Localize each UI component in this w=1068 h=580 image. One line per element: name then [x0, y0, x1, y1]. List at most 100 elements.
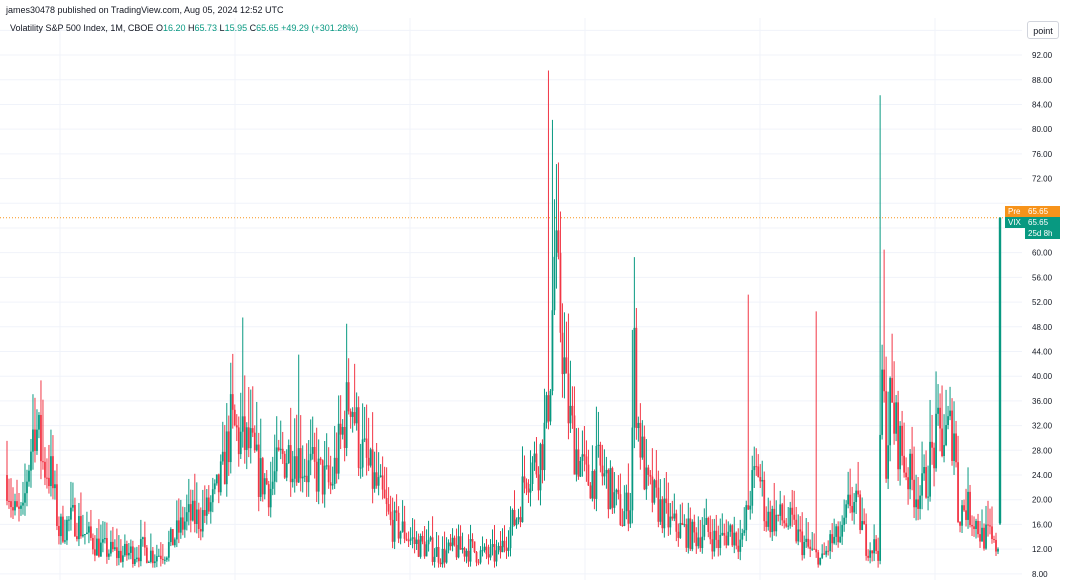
candle-body — [715, 530, 718, 540]
candle-body — [173, 539, 176, 546]
candle — [973, 516, 975, 537]
candle — [721, 513, 724, 536]
candle — [521, 446, 524, 523]
candle — [995, 532, 997, 556]
candle — [139, 519, 142, 567]
candle-body — [82, 534, 84, 537]
candle — [141, 536, 144, 547]
candle — [849, 468, 852, 514]
candle — [66, 516, 68, 545]
candle-body — [42, 461, 44, 463]
candle-body — [44, 461, 46, 478]
candle-body — [527, 488, 530, 493]
candle — [821, 544, 824, 560]
candle-body — [131, 546, 134, 564]
candle — [699, 519, 702, 552]
candle — [819, 557, 822, 566]
candle — [865, 513, 868, 561]
candle-body — [80, 516, 82, 537]
candle — [82, 514, 84, 538]
candle-body — [979, 534, 981, 542]
candle-body — [463, 548, 466, 557]
candle-body — [741, 533, 744, 540]
candle — [509, 506, 512, 557]
candle-body — [335, 457, 338, 474]
publisher-line: james30478 published on TradingView.com,… — [6, 5, 284, 15]
candle-body — [259, 458, 262, 497]
candle — [58, 516, 60, 545]
candle — [159, 542, 162, 567]
candle-body — [311, 447, 314, 454]
candle — [189, 489, 192, 533]
price-axis-label: 84.00 — [1032, 100, 1053, 109]
candle-body — [693, 521, 696, 533]
candle — [143, 521, 146, 556]
candle — [893, 361, 896, 445]
candle — [80, 492, 82, 539]
candle — [409, 527, 412, 545]
candle — [751, 455, 754, 514]
candle-body — [16, 501, 18, 507]
candle — [56, 463, 58, 531]
candle-body — [265, 478, 268, 485]
candle-body — [453, 537, 456, 545]
candle-body — [219, 461, 222, 493]
candle-body — [301, 476, 304, 479]
candle — [291, 450, 294, 488]
candle-body — [98, 538, 100, 557]
candle-body — [489, 546, 492, 558]
candle — [619, 473, 622, 526]
candle-countdown: 25d 8h — [1025, 227, 1060, 239]
candle-body — [447, 542, 450, 551]
candle-body — [165, 557, 168, 560]
candle — [32, 394, 34, 470]
candle — [725, 519, 728, 549]
candle-body — [153, 561, 156, 564]
candle-body — [229, 394, 232, 463]
candle-body — [137, 557, 140, 562]
candle — [104, 521, 106, 544]
candle — [723, 523, 726, 546]
open-value: 16.20 — [162, 23, 186, 33]
candle — [895, 394, 898, 442]
candle — [127, 543, 130, 560]
candle — [299, 415, 302, 492]
candle-body — [52, 456, 54, 489]
price-axis-label: 72.00 — [1032, 175, 1053, 184]
candle-body — [281, 448, 284, 454]
candle-body — [513, 509, 516, 526]
candle — [983, 523, 985, 551]
candle-body — [147, 561, 150, 563]
candle — [26, 469, 28, 507]
candle — [249, 389, 252, 464]
price-axis-label: 48.00 — [1032, 323, 1053, 332]
candle-body — [749, 505, 752, 510]
candle-body — [583, 454, 586, 457]
candle — [801, 512, 804, 561]
candle-body — [211, 489, 214, 503]
candle-body — [299, 448, 302, 479]
candle-body — [177, 520, 180, 533]
scale-mode-button[interactable]: point — [1027, 21, 1059, 39]
candle — [981, 509, 983, 542]
candle — [109, 530, 112, 557]
candle-body — [763, 479, 766, 522]
candle-body — [199, 529, 202, 532]
candle — [513, 490, 516, 527]
candle — [585, 440, 588, 482]
candle-body — [555, 230, 558, 257]
candle — [597, 411, 600, 458]
candle-body — [415, 539, 418, 545]
candle — [483, 543, 486, 553]
candle — [339, 395, 342, 450]
candle-body — [203, 510, 206, 516]
candle-body — [401, 521, 404, 532]
price-axis-label: 16.00 — [1032, 520, 1053, 529]
candle-body — [253, 432, 256, 451]
candle — [923, 454, 925, 481]
candle-body — [859, 494, 862, 530]
candle-body — [341, 427, 344, 435]
candle — [235, 414, 238, 442]
candle — [20, 501, 22, 516]
